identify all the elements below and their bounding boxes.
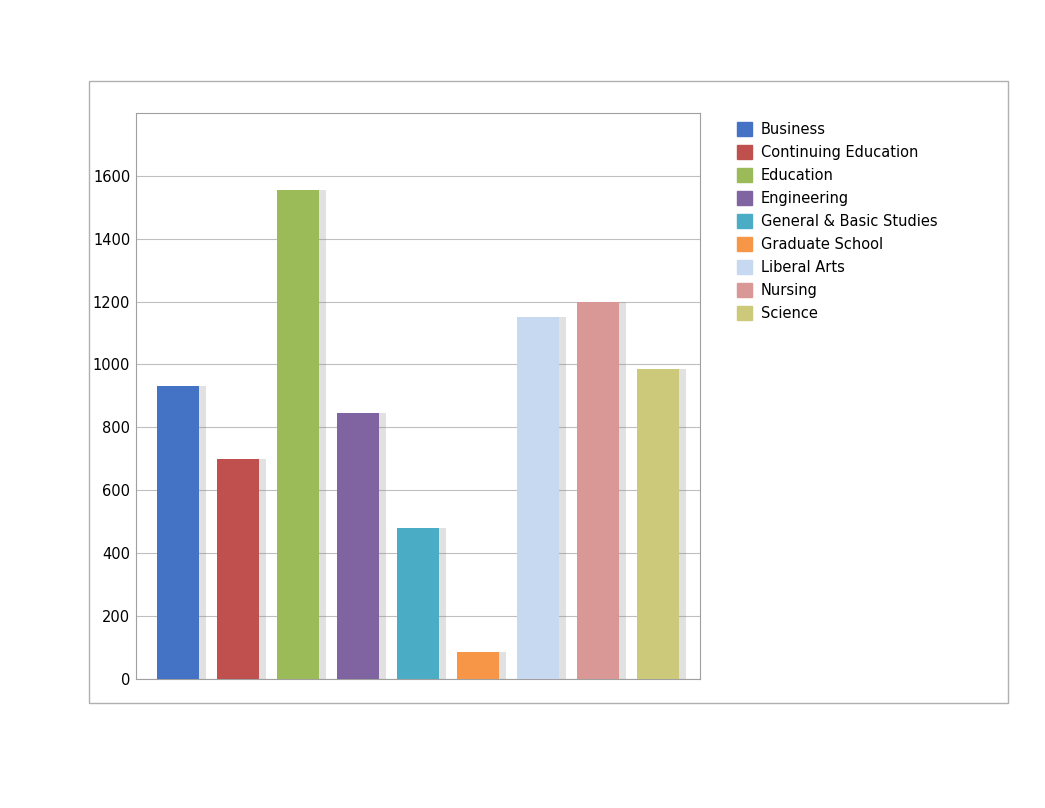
Bar xyxy=(277,190,319,679)
Bar xyxy=(164,386,206,679)
Bar xyxy=(584,301,626,679)
Bar xyxy=(217,459,259,679)
Bar xyxy=(336,413,379,679)
Bar xyxy=(577,301,619,679)
Bar xyxy=(645,369,687,679)
Bar xyxy=(224,459,266,679)
Bar xyxy=(637,369,679,679)
Bar xyxy=(284,190,326,679)
Bar xyxy=(344,413,387,679)
Legend: Business, Continuing Education, Education, Engineering, General & Basic Studies,: Business, Continuing Education, Educatio… xyxy=(730,115,945,329)
Bar xyxy=(157,386,199,679)
Bar xyxy=(525,318,566,679)
Bar xyxy=(404,528,446,679)
Bar xyxy=(517,318,559,679)
Bar xyxy=(457,652,500,679)
Bar xyxy=(464,652,506,679)
Bar xyxy=(397,528,439,679)
